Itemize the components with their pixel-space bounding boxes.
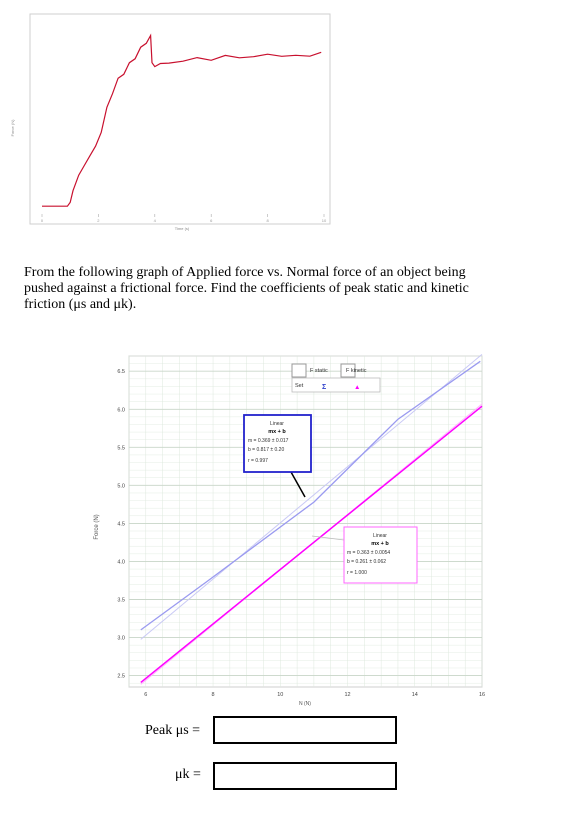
chart1-xtick-label: 6 xyxy=(210,218,213,223)
kinetic-fit-title: Linear xyxy=(373,533,387,539)
force-normal-chart: 6 8 10 12 14 16 2.5 3.0 3.5 4.0 4.5 5.0 5.5 6.0 6.5 Fo… xyxy=(94,354,485,707)
kinetic-answer-label: μk = xyxy=(175,767,201,782)
legend-kinetic-label: F kinetic xyxy=(346,368,367,374)
x-tick-label: 8 xyxy=(212,692,215,698)
chart2-grid xyxy=(128,355,483,687)
chart1-xtick-label: 4 xyxy=(154,218,157,223)
x-tick-label: 16 xyxy=(479,692,485,698)
chart1-xtick-label: 2 xyxy=(97,218,100,223)
static-fit-b: b = 0.817 ± 0.20 xyxy=(248,447,284,453)
x-tick-label: 12 xyxy=(344,692,350,698)
legend-static-swatch[interactable] xyxy=(291,363,307,378)
y-tick-label: 4.0 xyxy=(117,559,125,565)
kinetic-fit-formula: mx + b xyxy=(371,541,389,547)
static-fit-m: m = 0.369 ± 0.017 xyxy=(248,438,289,444)
chart1-xtick-label: 10 xyxy=(322,218,327,223)
kinetic-answer-input[interactable] xyxy=(213,762,397,790)
question-text: From the following graph of Applied forc… xyxy=(24,265,549,313)
question-line-3: friction (μs and μk). xyxy=(24,297,137,312)
question-line-2: pushed against a frictional force. Find … xyxy=(24,281,469,296)
legend-kinetic-marker-icon[interactable]: ▲ xyxy=(354,384,360,391)
chart2-ylabel: Force (N) xyxy=(94,514,100,539)
y-tick-label: 6.5 xyxy=(117,369,125,375)
chart1-ylabel: Force (N) xyxy=(10,119,15,137)
kinetic-fit-pointer xyxy=(311,535,345,541)
force-time-chart: 0 2 4 6 8 10 Force (N) Time (s) xyxy=(10,13,331,231)
force-trace-line xyxy=(42,33,322,207)
static-fit-box: Linear mx + b m = 0.369 ± 0.017 b = 0.81… xyxy=(243,414,312,498)
y-tick-label: 6.0 xyxy=(117,407,125,413)
y-tick-label: 5.0 xyxy=(117,483,125,489)
y-tick-label: 3.0 xyxy=(117,636,125,642)
chart1-xtick-label: 0 xyxy=(41,218,44,223)
y-tick-label: 4.5 xyxy=(117,521,125,527)
kinetic-fit-r: r = 1.000 xyxy=(347,570,367,576)
kinetic-fit-frame[interactable] xyxy=(343,526,418,584)
legend-static-label: F static xyxy=(310,368,328,374)
kinetic-fit-box: Linear mx + b m = 0.363 ± 0.0054 b = 0.2… xyxy=(311,526,418,584)
x-tick-label: 6 xyxy=(144,692,147,698)
chart1-ticks: 0 2 4 6 8 10 xyxy=(41,214,327,223)
y-tick-label: 5.5 xyxy=(117,445,125,451)
static-answer-input[interactable] xyxy=(213,716,397,744)
legend-set-label: Set xyxy=(295,383,304,389)
static-fit-r: r = 0.997 xyxy=(248,458,268,464)
legend: F static F kinetic Set Σ ▲ xyxy=(291,363,381,393)
static-fit-pointer xyxy=(290,471,306,498)
chart1-xlabel: Time (s) xyxy=(175,226,190,231)
x-tick-label: 14 xyxy=(412,692,418,698)
kinetic-fit-b: b = 0.261 ± 0.062 xyxy=(347,559,386,565)
legend-kinetic-swatch[interactable] xyxy=(340,363,356,378)
static-answer-label: Peak μs = xyxy=(145,723,201,738)
data-series xyxy=(140,360,483,683)
x-tick-label: 10 xyxy=(277,692,283,698)
chart2-ticks: 6 8 10 12 14 16 2.5 3.0 3.5 4.0 4.5 5.0 5.5 6.0 6.5 xyxy=(117,369,485,698)
y-tick-label: 3.5 xyxy=(117,597,125,603)
static-fit-line xyxy=(140,354,483,640)
static-series-line xyxy=(140,360,481,631)
static-fit-title: Linear xyxy=(270,421,284,427)
chart1-frame xyxy=(29,13,331,225)
chart1-xtick-label: 8 xyxy=(266,218,269,223)
chart2-xlabel: N (N) xyxy=(299,701,311,707)
static-fit-frame[interactable] xyxy=(243,414,312,473)
kinetic-series-line xyxy=(140,405,483,683)
legend-set-row xyxy=(291,377,381,393)
kinetic-fit-m: m = 0.363 ± 0.0054 xyxy=(347,550,390,556)
question-line-1: From the following graph of Applied forc… xyxy=(24,265,466,280)
legend-static-marker-icon[interactable]: Σ xyxy=(322,384,326,391)
y-tick-label: 2.5 xyxy=(117,674,125,680)
static-fit-formula: mx + b xyxy=(268,429,286,435)
